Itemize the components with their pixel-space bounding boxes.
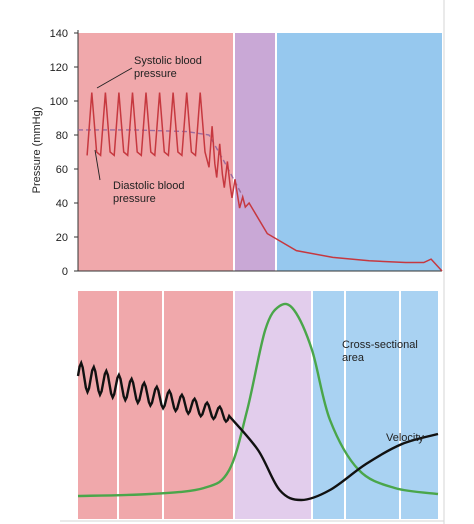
diastolic-label: Diastolic blood pressure [113, 180, 188, 205]
y-tick-label: 100 [50, 96, 68, 108]
systolic-pointer [96, 67, 133, 89]
band-veins-bottom [312, 291, 438, 519]
y-tick-label: 40 [56, 198, 68, 210]
y-ticks: 0 20 40 60 80 100 120 140 [50, 28, 78, 278]
y-tick-label: 140 [50, 28, 68, 40]
pressure-panel: 0 20 40 60 80 100 120 140 Pressure (mmHg) Systo… [31, 28, 443, 278]
y-axis-label: Pressure (mmHg) [31, 107, 43, 194]
velocity-area-panel: Cross-sectional area Velocity [76, 291, 439, 519]
y-tick-label: 20 [56, 232, 68, 244]
mean-pressure-line [78, 129, 243, 195]
y-tick-label: 120 [50, 62, 68, 74]
systolic-pressure-line [86, 92, 443, 272]
systolic-label: Systolic blood pressure [134, 55, 205, 80]
y-tick-label: 60 [56, 164, 68, 176]
y-tick-label: 0 [62, 266, 68, 278]
y-tick-label: 80 [56, 130, 68, 142]
band-arteries-top [78, 33, 234, 271]
diastolic-pointer [94, 149, 101, 181]
velocity-line [76, 359, 439, 502]
cross-sectional-area-label: Cross-sectional area [342, 339, 421, 364]
band-capillaries-bottom [234, 291, 312, 519]
band-veins-top [276, 33, 442, 271]
velocity-label: Velocity [386, 432, 424, 444]
band-capillaries-top [234, 33, 276, 271]
